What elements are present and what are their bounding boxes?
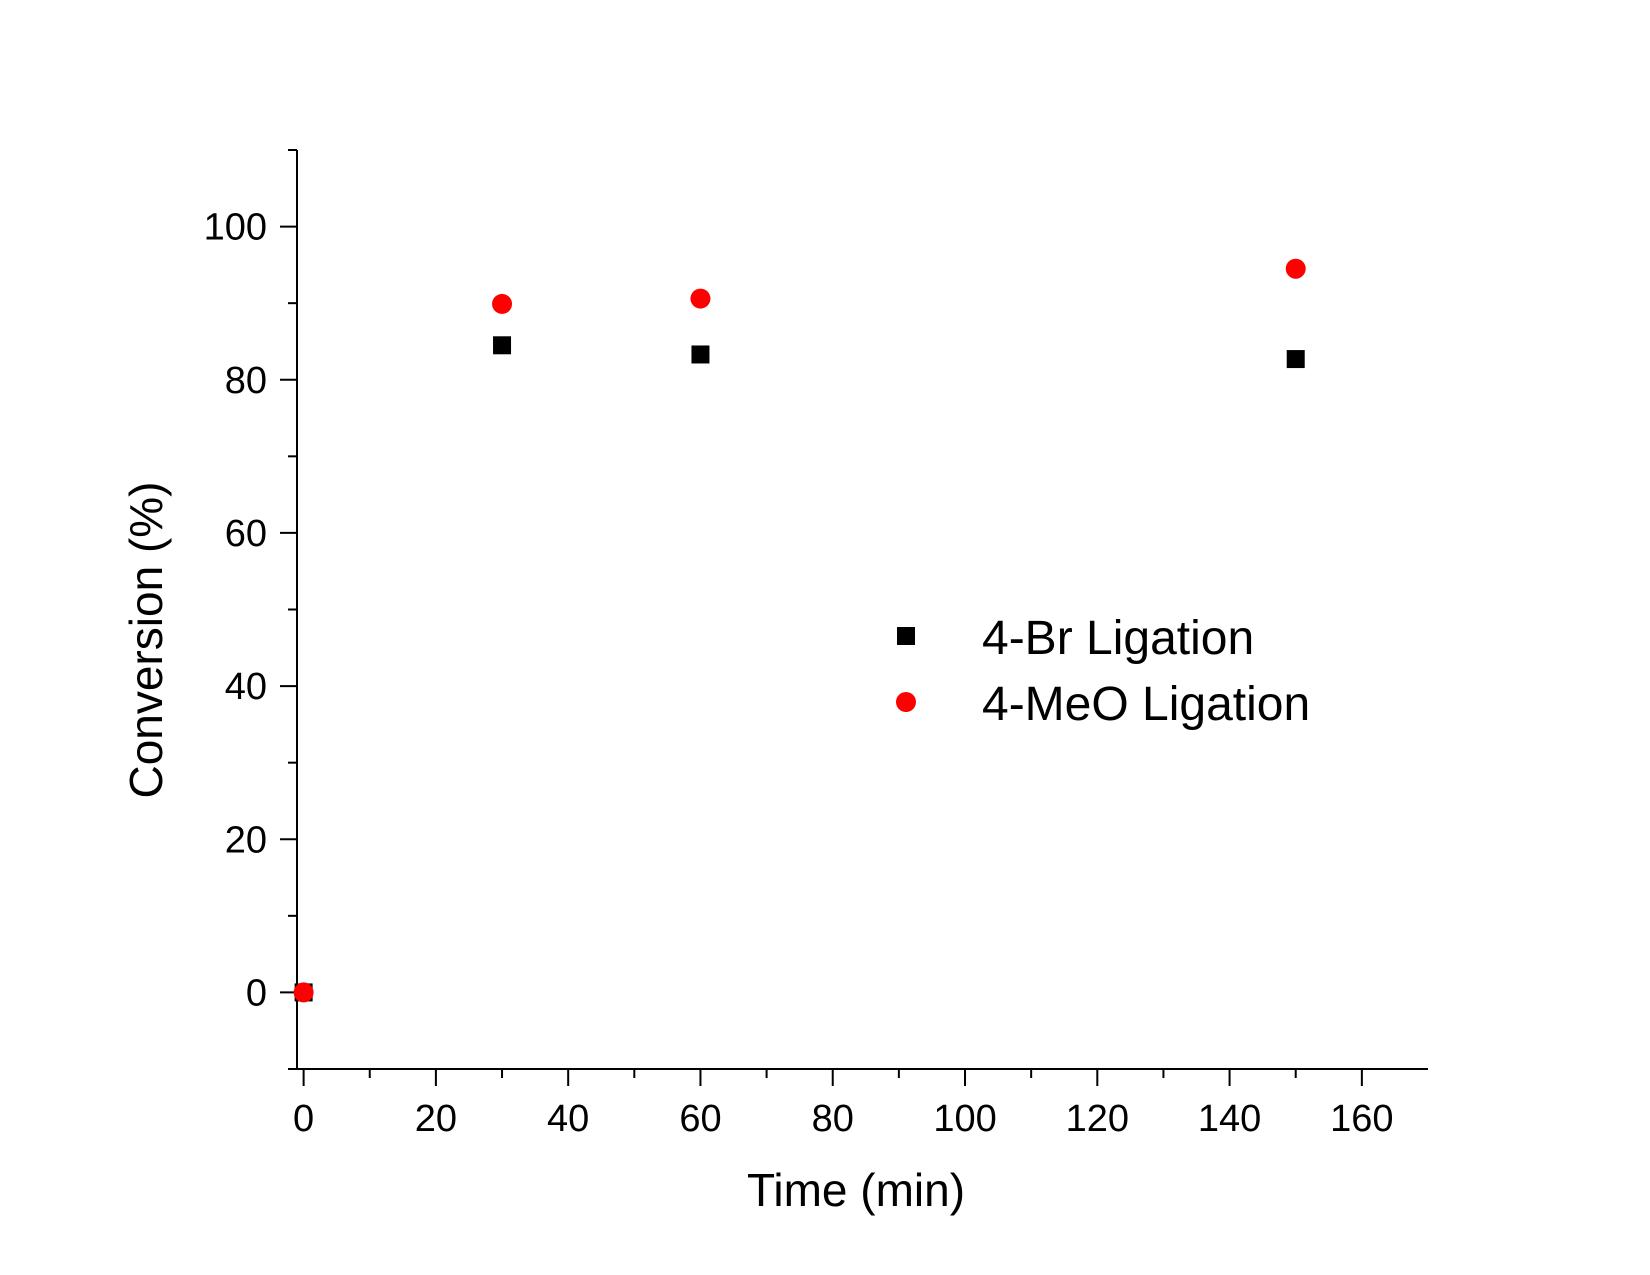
- x-tick-label: 160: [1330, 1098, 1393, 1140]
- point-4-meo-ligation: [492, 293, 513, 314]
- x-tick-label: 0: [293, 1098, 314, 1140]
- legend-label-4-br: 4-Br Ligation: [982, 612, 1254, 665]
- point-4-meo-ligation: [1285, 258, 1306, 279]
- point-4-br-ligation: [493, 336, 512, 355]
- x-tick-label: 40: [547, 1098, 589, 1140]
- y-axis-title: Conversion (%): [120, 482, 172, 799]
- x-axis-title: Time (min): [747, 1164, 965, 1216]
- y-axis-ticks: 0 20 40 60 80 100: [204, 149, 297, 1070]
- y-tick-label: 100: [204, 207, 267, 249]
- x-tick-label: 100: [933, 1098, 996, 1140]
- x-tick-label: 140: [1198, 1098, 1261, 1140]
- x-tick-label: 80: [812, 1098, 854, 1140]
- legend-label-4-meo: 4-MeO Ligation: [982, 678, 1310, 731]
- data-points: [293, 258, 1306, 1003]
- x-tick-label: 60: [679, 1098, 721, 1140]
- y-tick-label: 60: [225, 513, 267, 555]
- x-axis-ticks: 0 20 40 60 80 100 120 140 160: [293, 1069, 1394, 1140]
- legend: 4-Br Ligation 4-MeO Ligation: [896, 612, 1310, 731]
- y-tick-label: 80: [225, 360, 267, 402]
- legend-marker-4-br: [897, 627, 915, 645]
- y-tick-label: 20: [225, 819, 267, 861]
- x-tick-label: 20: [415, 1098, 457, 1140]
- point-4-meo-ligation: [690, 288, 711, 309]
- y-tick-label: 0: [246, 972, 267, 1014]
- point-4-meo-ligation: [293, 982, 314, 1003]
- axes: [296, 150, 1428, 1070]
- y-tick-label: 40: [225, 666, 267, 708]
- legend-marker-4-meo: [896, 692, 916, 712]
- point-4-br-ligation: [691, 345, 710, 364]
- point-4-br-ligation: [1286, 350, 1305, 369]
- x-tick-label: 120: [1066, 1098, 1129, 1140]
